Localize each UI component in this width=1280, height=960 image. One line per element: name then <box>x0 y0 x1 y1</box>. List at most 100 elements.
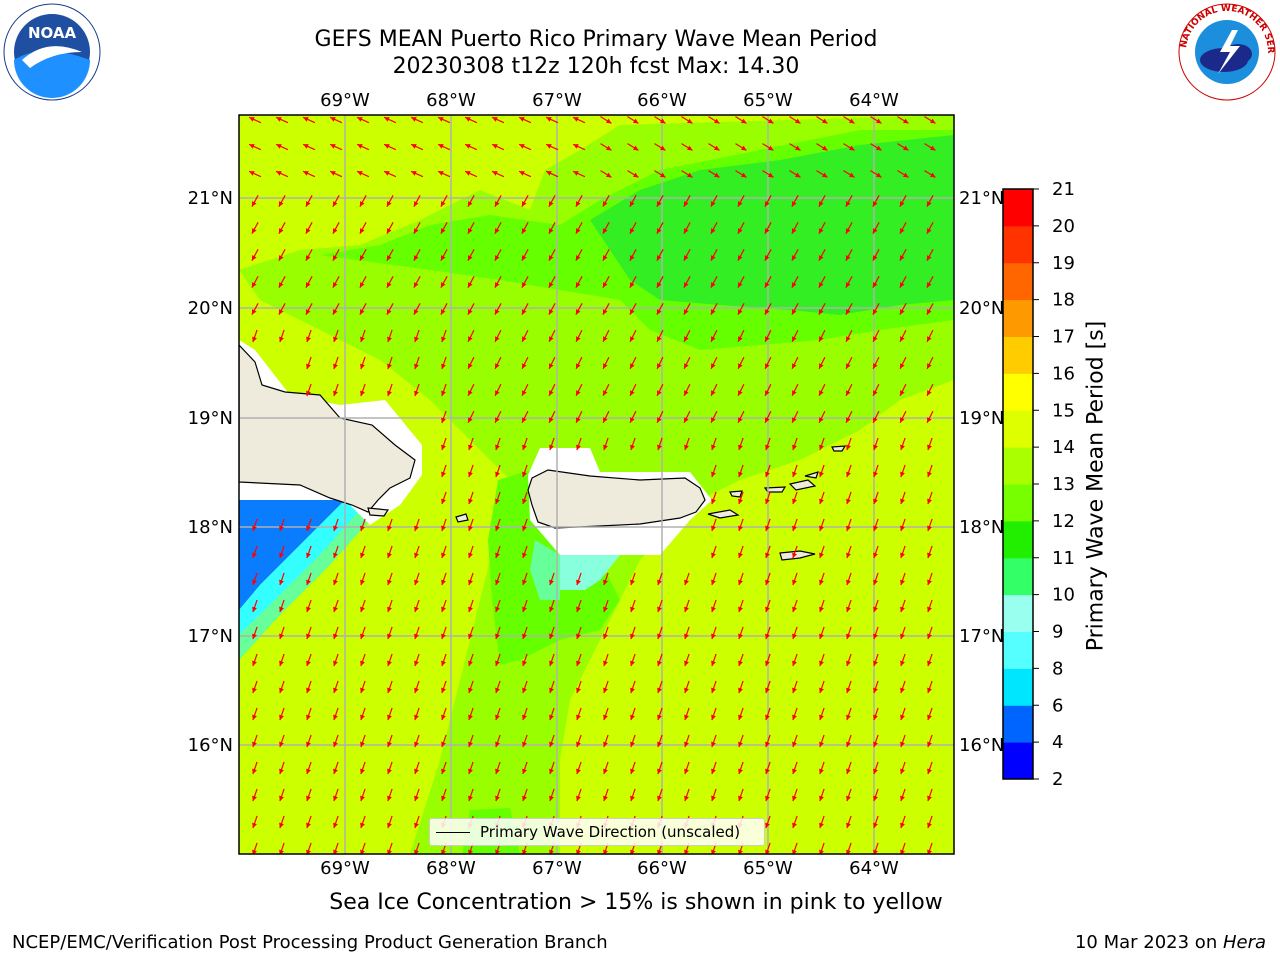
wave-arrow-head <box>738 444 743 451</box>
wave-arrow-head <box>899 255 905 261</box>
wave-arrow-head <box>711 741 716 748</box>
wave-arrow-head <box>846 444 851 451</box>
wave-arrow-head <box>521 282 527 288</box>
wave-arrow-head <box>306 390 311 397</box>
wave-arrow-head <box>467 309 473 315</box>
wave-arrow-head <box>927 606 932 613</box>
colorbar-tick-label: 14 <box>1052 437 1075 458</box>
wave-arrow-head <box>360 795 365 802</box>
wave-arrow-head <box>279 768 284 775</box>
wave-arrow-head <box>279 606 284 613</box>
wave-arrow-head <box>549 768 554 775</box>
wave-arrow-head <box>822 172 828 178</box>
wave-arrow-head <box>603 390 608 396</box>
wave-arrow-head <box>492 144 498 149</box>
wave-arrow-head <box>714 145 720 151</box>
wave-arrow-head <box>279 579 284 586</box>
lat-label-left: 20°N <box>188 298 233 319</box>
wave-arrow-head <box>900 687 905 694</box>
wave-arrow-head <box>684 714 689 721</box>
wave-arrow-head <box>333 552 338 559</box>
wave-arrow-head <box>521 228 527 234</box>
wave-arrow-head <box>494 201 500 207</box>
wave-arrow-head <box>900 633 905 640</box>
wave-arrow-head <box>549 363 554 369</box>
wave-arrow-head <box>900 660 905 667</box>
wave-arrow-head <box>360 390 365 397</box>
wave-arrow-head <box>465 117 471 122</box>
wave-arrow-head <box>468 660 473 667</box>
wave-arrow-head <box>495 552 500 559</box>
colorbar-segment <box>1003 742 1033 780</box>
wave-arrow-head <box>549 660 554 667</box>
wave-arrow-head <box>930 145 936 151</box>
legend-label: Primary Wave Direction (unscaled) <box>480 823 741 841</box>
wave-arrow-head <box>710 201 716 207</box>
wave-arrow-head <box>306 768 311 775</box>
wave-arrow-head <box>384 144 390 149</box>
wave-arrow-head <box>819 336 824 342</box>
wave-arrow-head <box>387 822 392 829</box>
wave-arrow-head <box>333 687 338 694</box>
wave-arrow-head <box>792 606 797 613</box>
wave-arrow-head <box>441 390 446 397</box>
wave-arrow-head <box>575 228 581 234</box>
period-band-10-pr <box>530 540 560 600</box>
wave-arrow-head <box>684 363 689 369</box>
wave-arrow-head <box>251 309 257 315</box>
wave-arrow-head <box>899 309 905 315</box>
lat-label-right: 16°N <box>959 735 1004 756</box>
wave-arrow-head <box>846 525 851 532</box>
wave-arrow-head <box>441 714 446 721</box>
wave-arrow-head <box>387 849 392 854</box>
colorbar-tick-label: 9 <box>1052 622 1063 643</box>
wave-arrow-head <box>738 525 743 532</box>
wave-arrow-head <box>603 336 608 342</box>
wave-arrow-head <box>711 606 716 613</box>
wave-arrow-head <box>683 309 689 315</box>
wave-arrow-head <box>872 201 878 207</box>
lon-label-bottom: 69°W <box>320 858 370 879</box>
wave-arrow-head <box>495 660 500 667</box>
wave-arrow-head <box>251 201 257 207</box>
wave-arrow-head <box>603 606 608 613</box>
wave-arrow-head <box>603 795 608 802</box>
wave-arrow-head <box>387 741 392 748</box>
wave-arrow-head <box>764 228 770 234</box>
wave-arrow-head <box>873 822 878 829</box>
wave-arrow-head <box>306 633 311 640</box>
wave-arrow-head <box>576 444 581 451</box>
wave-arrow-head <box>522 363 527 369</box>
wave-arrow-head <box>549 390 554 396</box>
wave-arrow-head <box>684 579 689 586</box>
wave-arrow-head <box>738 471 743 478</box>
wave-arrow-head <box>683 201 689 207</box>
wave-arrow-head <box>279 633 284 640</box>
wave-arrow-head <box>360 741 365 748</box>
wave-arrow-head <box>926 255 932 261</box>
wave-arrow-head <box>602 309 608 315</box>
wave-arrow-head <box>519 144 525 149</box>
wave-arrow-head <box>357 171 363 176</box>
wave-arrow-head <box>413 282 419 288</box>
wave-arrow-head <box>711 849 716 854</box>
wave-arrow-head <box>576 849 581 854</box>
wave-arrow-head <box>630 795 635 802</box>
wave-arrow-head <box>927 579 932 586</box>
wave-arrow-head <box>603 444 608 451</box>
wave-arrow-head <box>629 228 635 234</box>
wave-arrow-head <box>606 118 612 124</box>
wave-arrow-head <box>603 417 608 423</box>
wave-arrow-head <box>279 660 284 667</box>
wave-arrow-head <box>495 471 500 478</box>
wave-arrow-head <box>252 552 257 559</box>
colorbar-tick-label: 16 <box>1052 363 1075 384</box>
wave-arrow-head <box>306 579 311 586</box>
wave-arrow-head <box>630 579 635 586</box>
wave-arrow-head <box>468 606 473 613</box>
wave-arrow-head <box>576 606 581 613</box>
colorbar-segment <box>1003 373 1033 411</box>
wave-arrow-head <box>765 633 770 640</box>
wave-arrow-head <box>819 363 824 369</box>
wave-arrow-head <box>441 444 446 451</box>
